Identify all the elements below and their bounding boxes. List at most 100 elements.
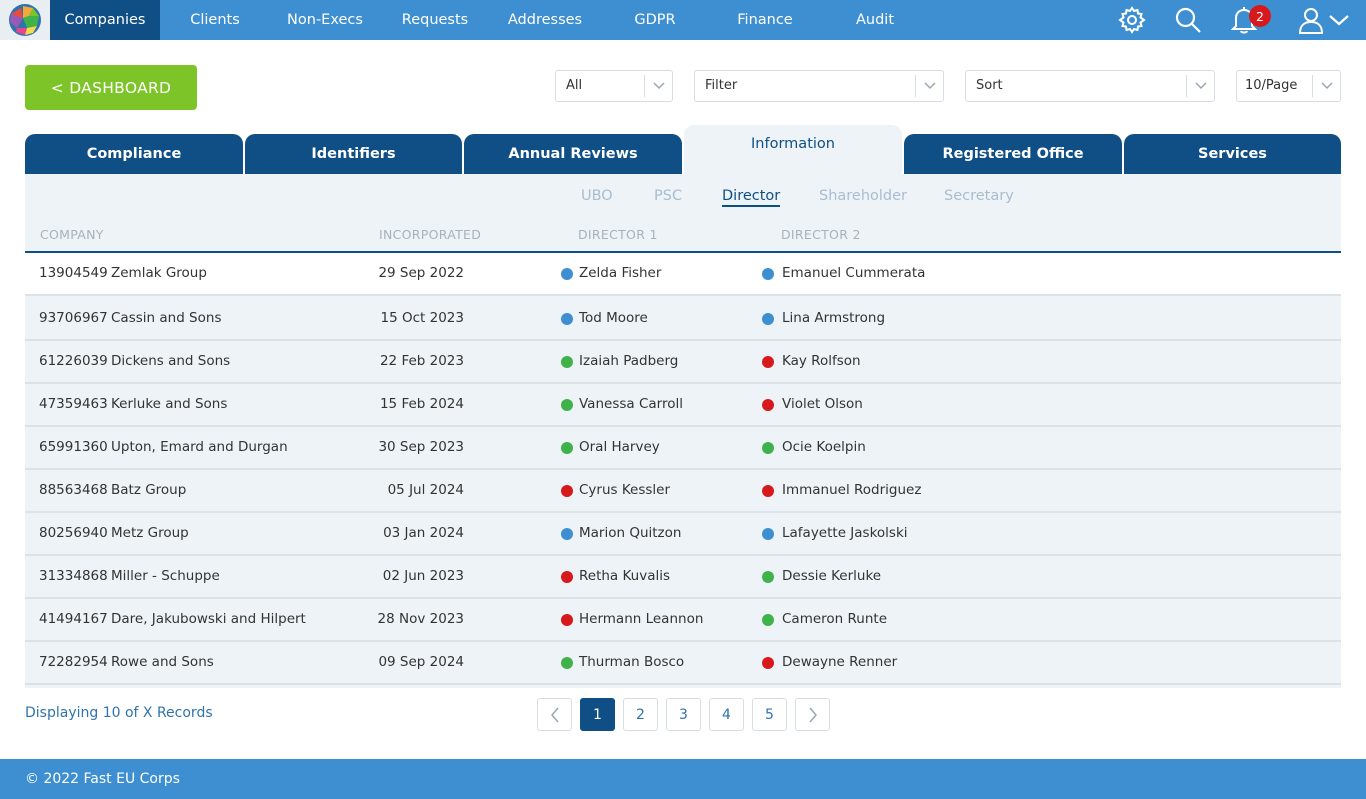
director-1-name: Zelda Fisher: [579, 265, 662, 281]
column-header-director-2[interactable]: DIRECTOR 2: [781, 227, 861, 242]
table-row[interactable]: 80256940 Metz Group 03 Jan 2024 Marion Quit…: [25, 513, 1341, 556]
table-row[interactable]: 61226039 Dickens and Sons 22 Feb 2023 Izaia…: [25, 341, 1341, 384]
incorporated-date: 15 Oct 2023: [380, 310, 464, 326]
director-2-status-dot: [762, 614, 774, 626]
nav-finance[interactable]: Finance: [737, 12, 793, 28]
search-button[interactable]: [1170, 0, 1206, 40]
chevron-down-icon: [1312, 75, 1340, 97]
records-count: Displaying 10 of X Records: [25, 705, 213, 721]
subtab-secretary[interactable]: Secretary: [944, 188, 1014, 204]
director-1-name: Tod Moore: [579, 310, 648, 326]
table-row[interactable]: 72282954 Rowe and Sons 09 Sep 2024 Thurman …: [25, 642, 1341, 685]
chevron-left-icon: [550, 707, 559, 722]
company-name: Kerluke and Sons: [111, 396, 228, 412]
column-header-director-1[interactable]: DIRECTOR 1: [578, 227, 658, 242]
nav-audit[interactable]: Audit: [855, 12, 895, 28]
director-1-name: Vanessa Carroll: [579, 396, 683, 412]
nav-companies[interactable]: Companies: [50, 0, 160, 40]
incorporated-date: 09 Sep 2024: [378, 654, 464, 670]
director-1-status-dot: [561, 528, 573, 540]
per-page-select[interactable]: 10/Page: [1236, 70, 1341, 102]
director-2-name: Emanuel Cummerata: [782, 265, 926, 281]
gear-icon: [1118, 6, 1146, 34]
nav-requests[interactable]: Requests: [401, 12, 469, 28]
sort-select[interactable]: Sort: [965, 70, 1215, 102]
director-2-name: Kay Rolfson: [782, 353, 861, 369]
pagination-page-5[interactable]: 5: [752, 698, 787, 731]
nav-gdpr[interactable]: GDPR: [634, 12, 676, 28]
director-2-name: Dewayne Renner: [782, 654, 898, 670]
copyright-text: © 2022 Fast EU Corps: [25, 771, 180, 787]
incorporated-date: 29 Sep 2022: [378, 265, 464, 281]
table-row[interactable]: 47359463 Kerluke and Sons 15 Feb 2024 Vanes…: [25, 384, 1341, 427]
subtab-ubo[interactable]: UBO: [581, 188, 613, 204]
subtab-psc[interactable]: PSC: [654, 188, 683, 204]
company-number: 47359463: [39, 396, 108, 412]
subtab-shareholder[interactable]: Shareholder: [819, 188, 908, 204]
pagination-page-2[interactable]: 2: [623, 698, 658, 731]
incorporated-date: 22 Feb 2023: [379, 353, 464, 369]
director-1-status-dot: [561, 313, 573, 325]
chevron-right-icon: [808, 707, 817, 722]
company-number: 13904549: [39, 265, 108, 281]
chevron-down-icon: [1329, 15, 1349, 26]
tab-registered-office[interactable]: Registered Office: [904, 134, 1122, 174]
director-2-status-dot: [762, 356, 774, 368]
pagination-page-1[interactable]: 1: [580, 698, 615, 731]
dashboard-button[interactable]: < DASHBOARD: [25, 65, 197, 110]
user-menu-button[interactable]: [1296, 0, 1352, 40]
director-2-name: Violet Olson: [782, 396, 863, 412]
column-header-company[interactable]: COMPANY: [40, 227, 104, 242]
table-row[interactable]: 41494167 Dare, Jakubowski and Hilpert 28 N…: [25, 599, 1341, 642]
table-row[interactable]: 93706967 Cassin and Sons 15 Oct 2023 Tod Mo…: [25, 298, 1341, 341]
company-name: Dickens and Sons: [111, 353, 231, 369]
app-logo[interactable]: [0, 0, 50, 40]
director-2-status-dot: [762, 442, 774, 454]
pagination-next-button[interactable]: [795, 698, 830, 731]
tab-services[interactable]: Services: [1124, 134, 1341, 174]
table-row[interactable]: 88563468 Batz Group 05 Jul 2024 Cyrus Kessl…: [25, 470, 1341, 513]
director-1-name: Cyrus Kessler: [579, 482, 671, 498]
company-name: Batz Group: [111, 482, 187, 498]
incorporated-date: 02 Jun 2023: [382, 568, 464, 584]
director-2-status-dot: [762, 657, 774, 669]
director-2-status-dot: [762, 528, 774, 540]
subtab-director[interactable]: Director: [722, 188, 781, 207]
director-1-name: Hermann Leannon: [579, 611, 704, 627]
pagination-page-3[interactable]: 3: [666, 698, 701, 731]
pagination-prev-button[interactable]: [537, 698, 572, 731]
search-icon: [1175, 7, 1201, 33]
top-nav-bar: Companies Clients Non-Execs Requests Add…: [0, 0, 1366, 40]
scope-select-value: All: [566, 78, 583, 93]
settings-button[interactable]: [1114, 0, 1150, 40]
filter-select[interactable]: Filter: [694, 70, 944, 102]
director-1-status-dot: [561, 399, 573, 411]
nav-non-execs[interactable]: Non-Execs: [287, 12, 363, 28]
tab-information[interactable]: Information: [684, 125, 902, 174]
nav-addresses[interactable]: Addresses: [507, 12, 583, 28]
per-page-select-value: 10/Page: [1245, 78, 1298, 93]
incorporated-date: 15 Feb 2024: [379, 396, 464, 412]
sort-select-value: Sort: [976, 78, 1003, 93]
director-2-name: Ocie Koelpin: [782, 439, 866, 455]
director-1-status-dot: [561, 442, 573, 454]
table-row[interactable]: 65991360 Upton, Emard and Durgan 30 Sep 20…: [25, 427, 1341, 470]
tab-compliance[interactable]: Compliance: [25, 134, 243, 174]
company-number: 41494167: [39, 611, 108, 627]
scope-select[interactable]: All: [555, 70, 673, 102]
page-footer: © 2022 Fast EU Corps: [0, 759, 1366, 799]
chevron-down-icon: [644, 75, 672, 97]
table-row[interactable]: 31334868 Miller - Schuppe 02 Jun 2023 Retha…: [25, 556, 1341, 599]
tab-annual-reviews[interactable]: Annual Reviews: [464, 134, 682, 174]
table-row[interactable]: 13904549 Zemlak Group 29 Sep 2022 Zelda Fis…: [25, 253, 1341, 296]
director-1-status-dot: [561, 268, 573, 280]
pagination-page-4[interactable]: 4: [709, 698, 744, 731]
director-1-status-dot: [561, 356, 573, 368]
nav-clients[interactable]: Clients: [190, 12, 240, 28]
company-name: Zemlak Group: [111, 265, 207, 281]
tab-identifiers[interactable]: Identifiers: [245, 134, 462, 174]
column-header-incorporated[interactable]: INCORPORATED: [379, 227, 482, 242]
director-1-status-dot: [561, 614, 573, 626]
director-1-name: Oral Harvey: [579, 439, 660, 455]
company-number: 61226039: [39, 353, 108, 369]
